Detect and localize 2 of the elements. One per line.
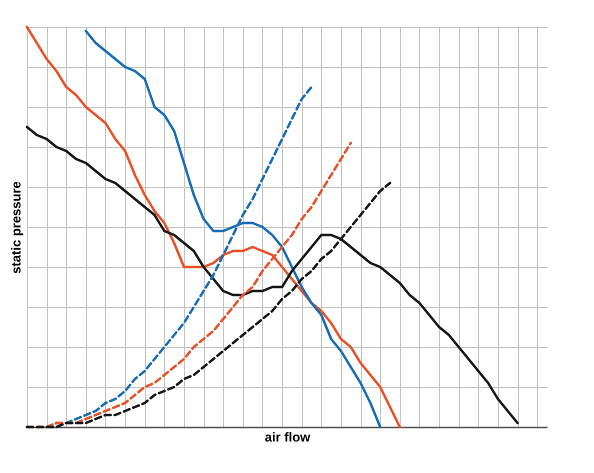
y-axis-title: static pressure [8, 181, 24, 274]
x-axis-title: air flow [264, 430, 312, 444]
